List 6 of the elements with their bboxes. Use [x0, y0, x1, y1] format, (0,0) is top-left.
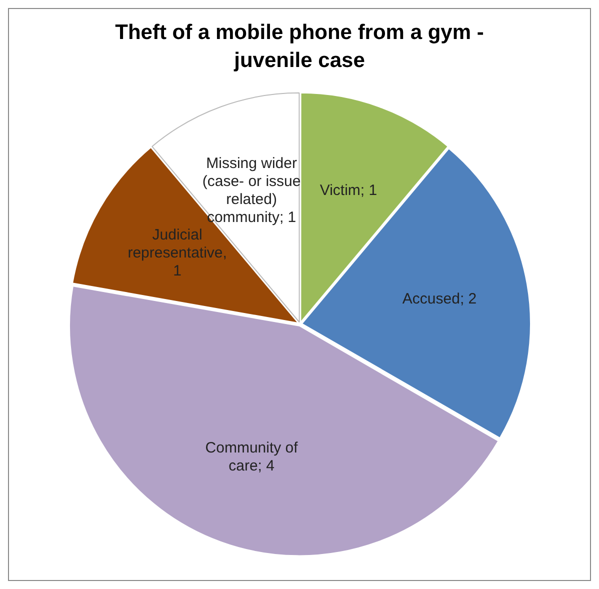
chart-title: Theft of a mobile phone from a gym - juvenile case [114, 20, 485, 74]
slice-label: Missing wider (case- or issue related) community; 1 [202, 155, 300, 226]
slice-label: Community of care; 4 [204, 439, 298, 474]
slice-label: Judicial representative, 1 [127, 226, 226, 280]
slice-label: Victim; 1 [319, 182, 377, 200]
slice-label: Accused; 2 [402, 290, 476, 308]
